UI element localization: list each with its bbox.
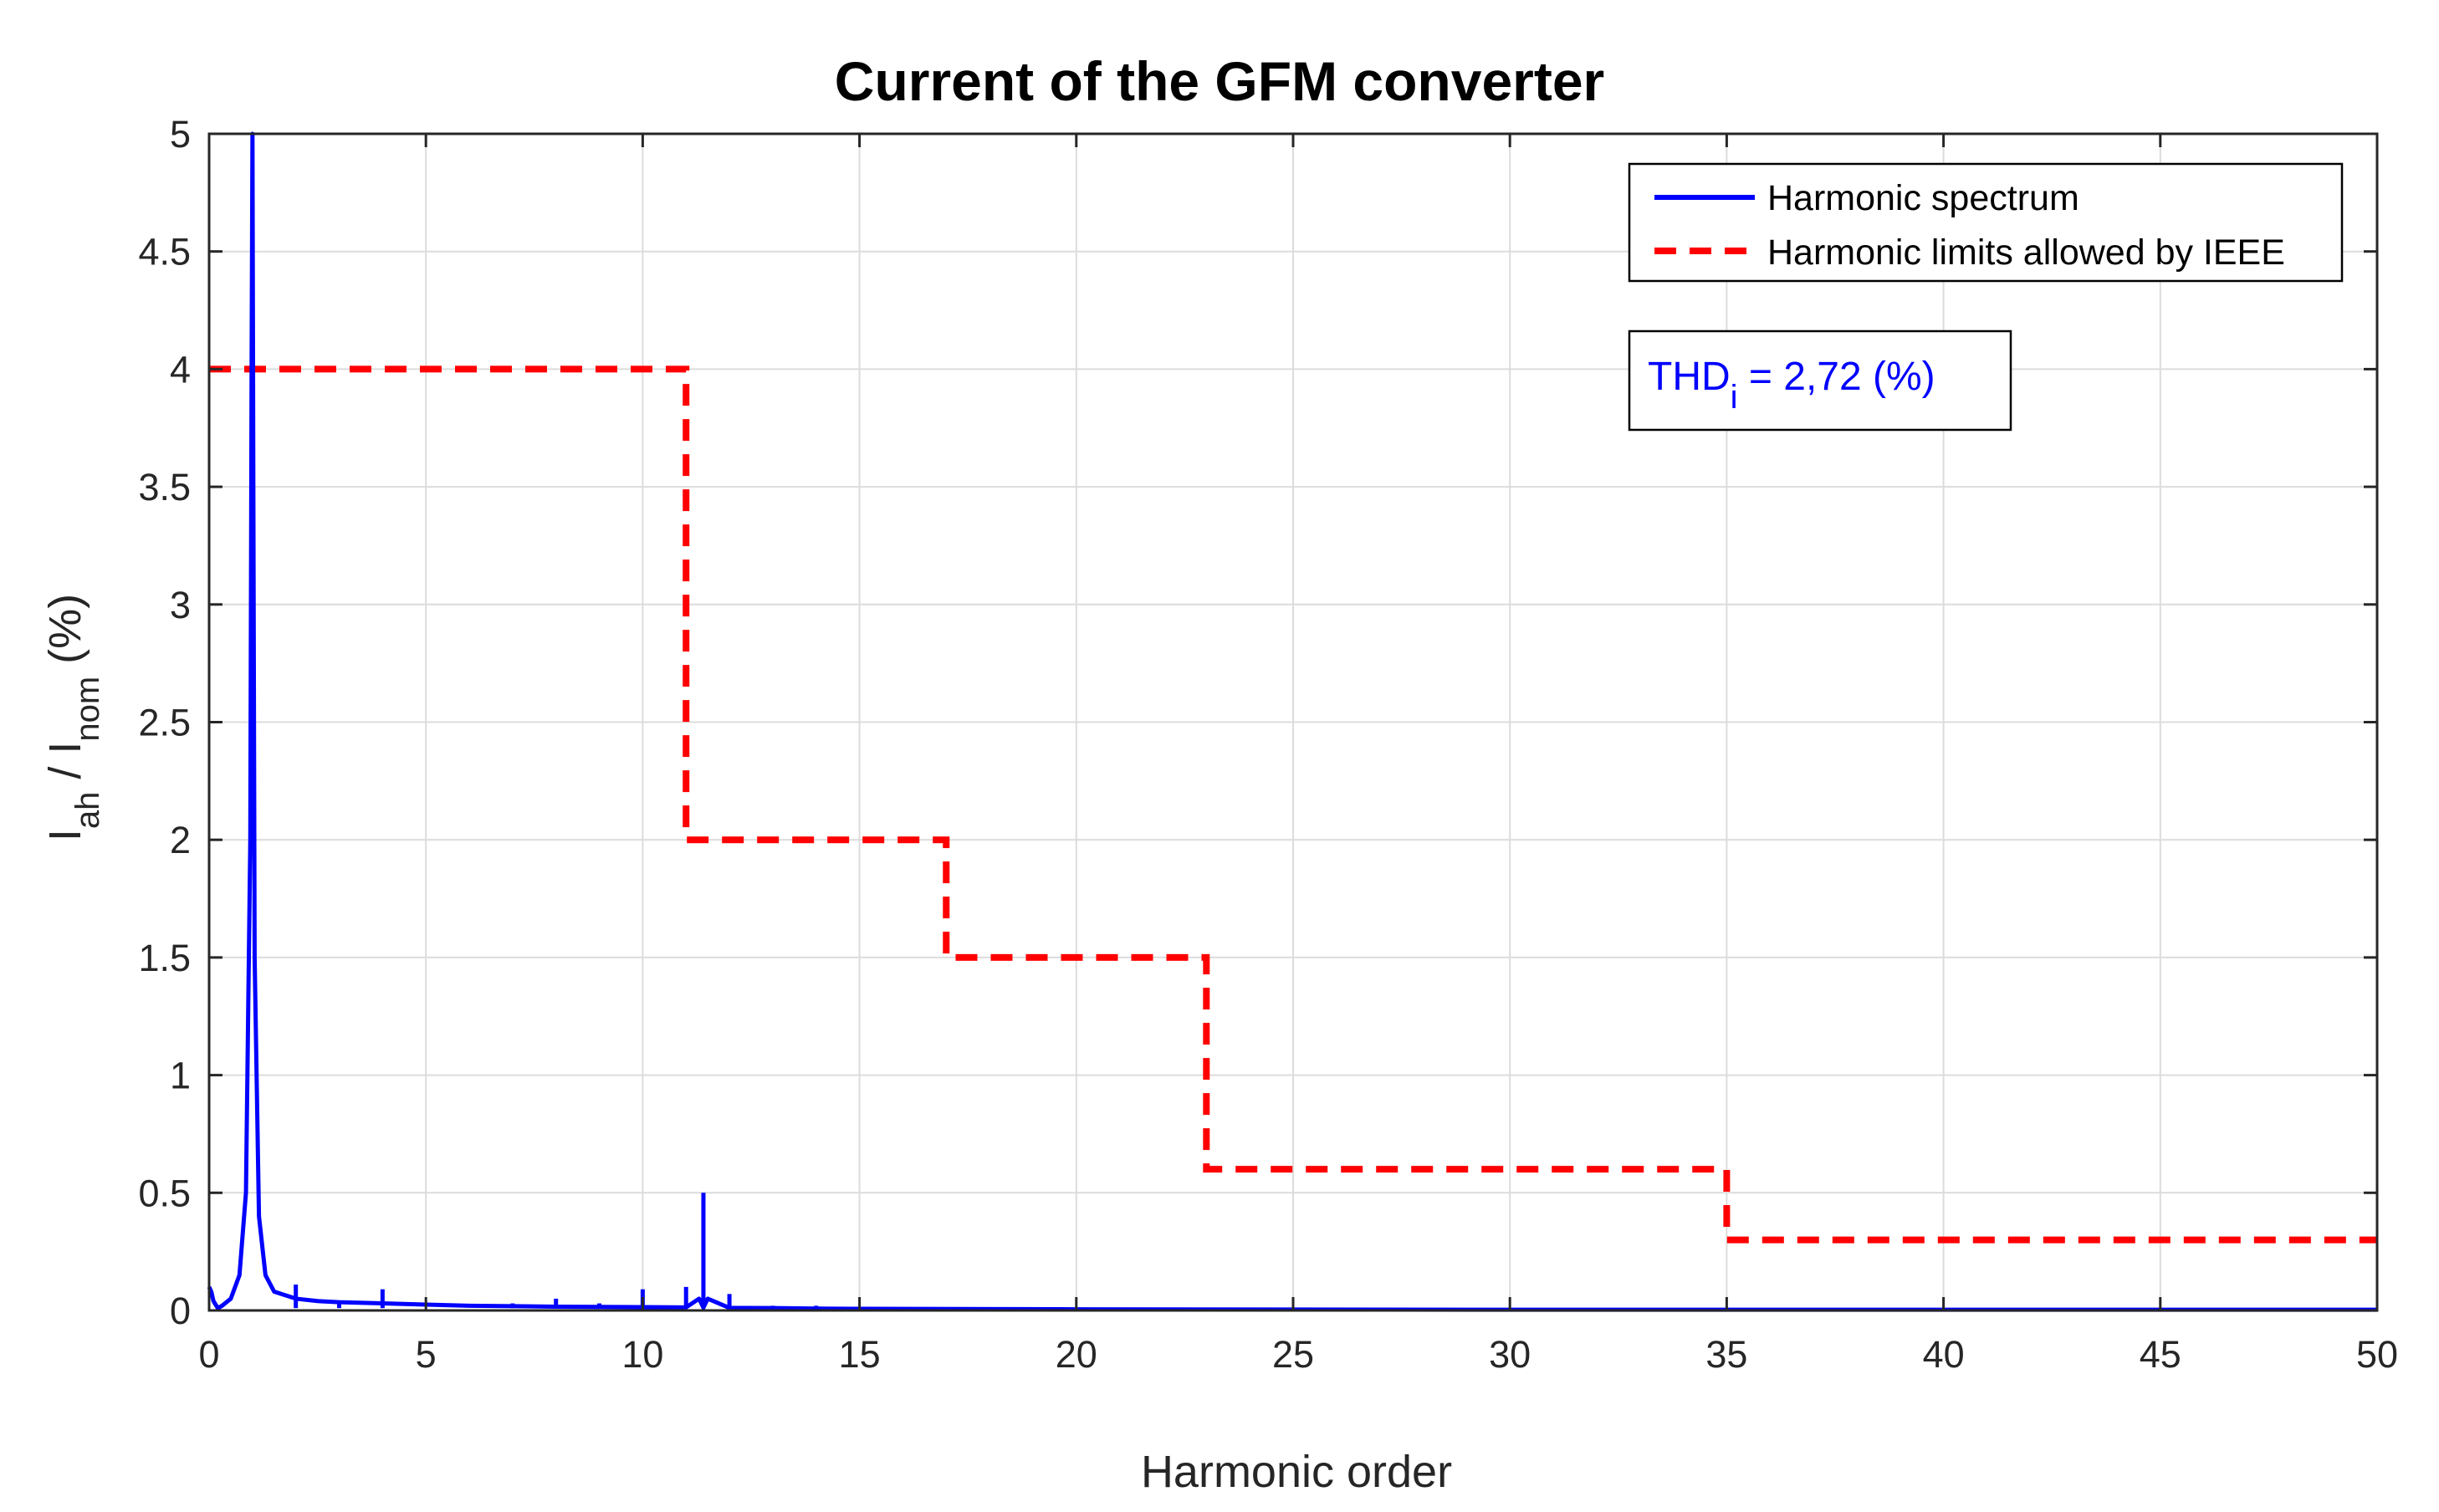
legend-box (1628, 162, 2344, 283)
y-label-mid: / I (40, 742, 90, 792)
thd-sub: i (1731, 379, 1738, 416)
y-tick-label: 3.5 (138, 466, 191, 508)
y-tick-label: 0.5 (138, 1172, 191, 1214)
x-tick-label: 25 (1272, 1333, 1314, 1376)
y-tick-label: 0 (170, 1290, 191, 1332)
ticks: 0 5 10 15 20 25 30 35 40 45 50 0 0.5 1 1.5 2 2.5 3 3.5 4 4.5… (138, 113, 2398, 1376)
thd-box (1628, 329, 2012, 432)
y-tick-label: 4 (170, 348, 191, 391)
x-tick-label: 30 (1489, 1333, 1531, 1376)
y-label-sub1: ah (69, 792, 106, 830)
thd-main: THD (1648, 355, 1731, 399)
x-tick-label: 35 (1705, 1333, 1747, 1376)
x-tick-label: 45 (2140, 1333, 2181, 1376)
y-tick-label: 2 (170, 819, 191, 861)
y-label-main: I (40, 829, 90, 841)
x-tick-label: 20 (1056, 1333, 1097, 1376)
thd-text: THDi = 2,72 (%) (1648, 355, 1935, 416)
legend-label-spectrum: Harmonic spectrum (1767, 178, 2079, 218)
x-tick-label: 50 (2356, 1333, 2398, 1376)
y-label-tail: (%) (40, 594, 90, 677)
y-tick-label: 3 (170, 584, 191, 626)
thd-annotation: THDi = 2,72 (%) (1628, 329, 2012, 432)
x-tick-label: 40 (1923, 1333, 1965, 1376)
y-tick-label: 1 (170, 1055, 191, 1097)
legend-label-ieee-limits: Harmonic limits allowed by IEEE (1767, 232, 2285, 273)
x-tick-label: 10 (621, 1333, 663, 1376)
legend: Harmonic spectrum Harmonic limits allowe… (1628, 162, 2344, 283)
y-tick-label: 1.5 (138, 937, 191, 979)
x-tick-label: 0 (198, 1333, 219, 1376)
y-label-sub2: nom (69, 677, 106, 742)
y-tick-label: 5 (170, 113, 191, 156)
y-tick-label: 4.5 (138, 231, 191, 273)
x-axis-label: Harmonic order (1141, 1447, 1452, 1497)
series-ieee-limits (209, 365, 2377, 1244)
thd-rest: = 2,72 (%) (1738, 355, 1935, 399)
x-tick-label: 5 (416, 1333, 437, 1376)
y-axis-label: Iah / Inom (%) (40, 594, 106, 841)
x-tick-label: 15 (839, 1333, 881, 1376)
chart-title: Current of the GFM converter (835, 50, 1604, 112)
y-tick-label: 2.5 (138, 702, 191, 744)
